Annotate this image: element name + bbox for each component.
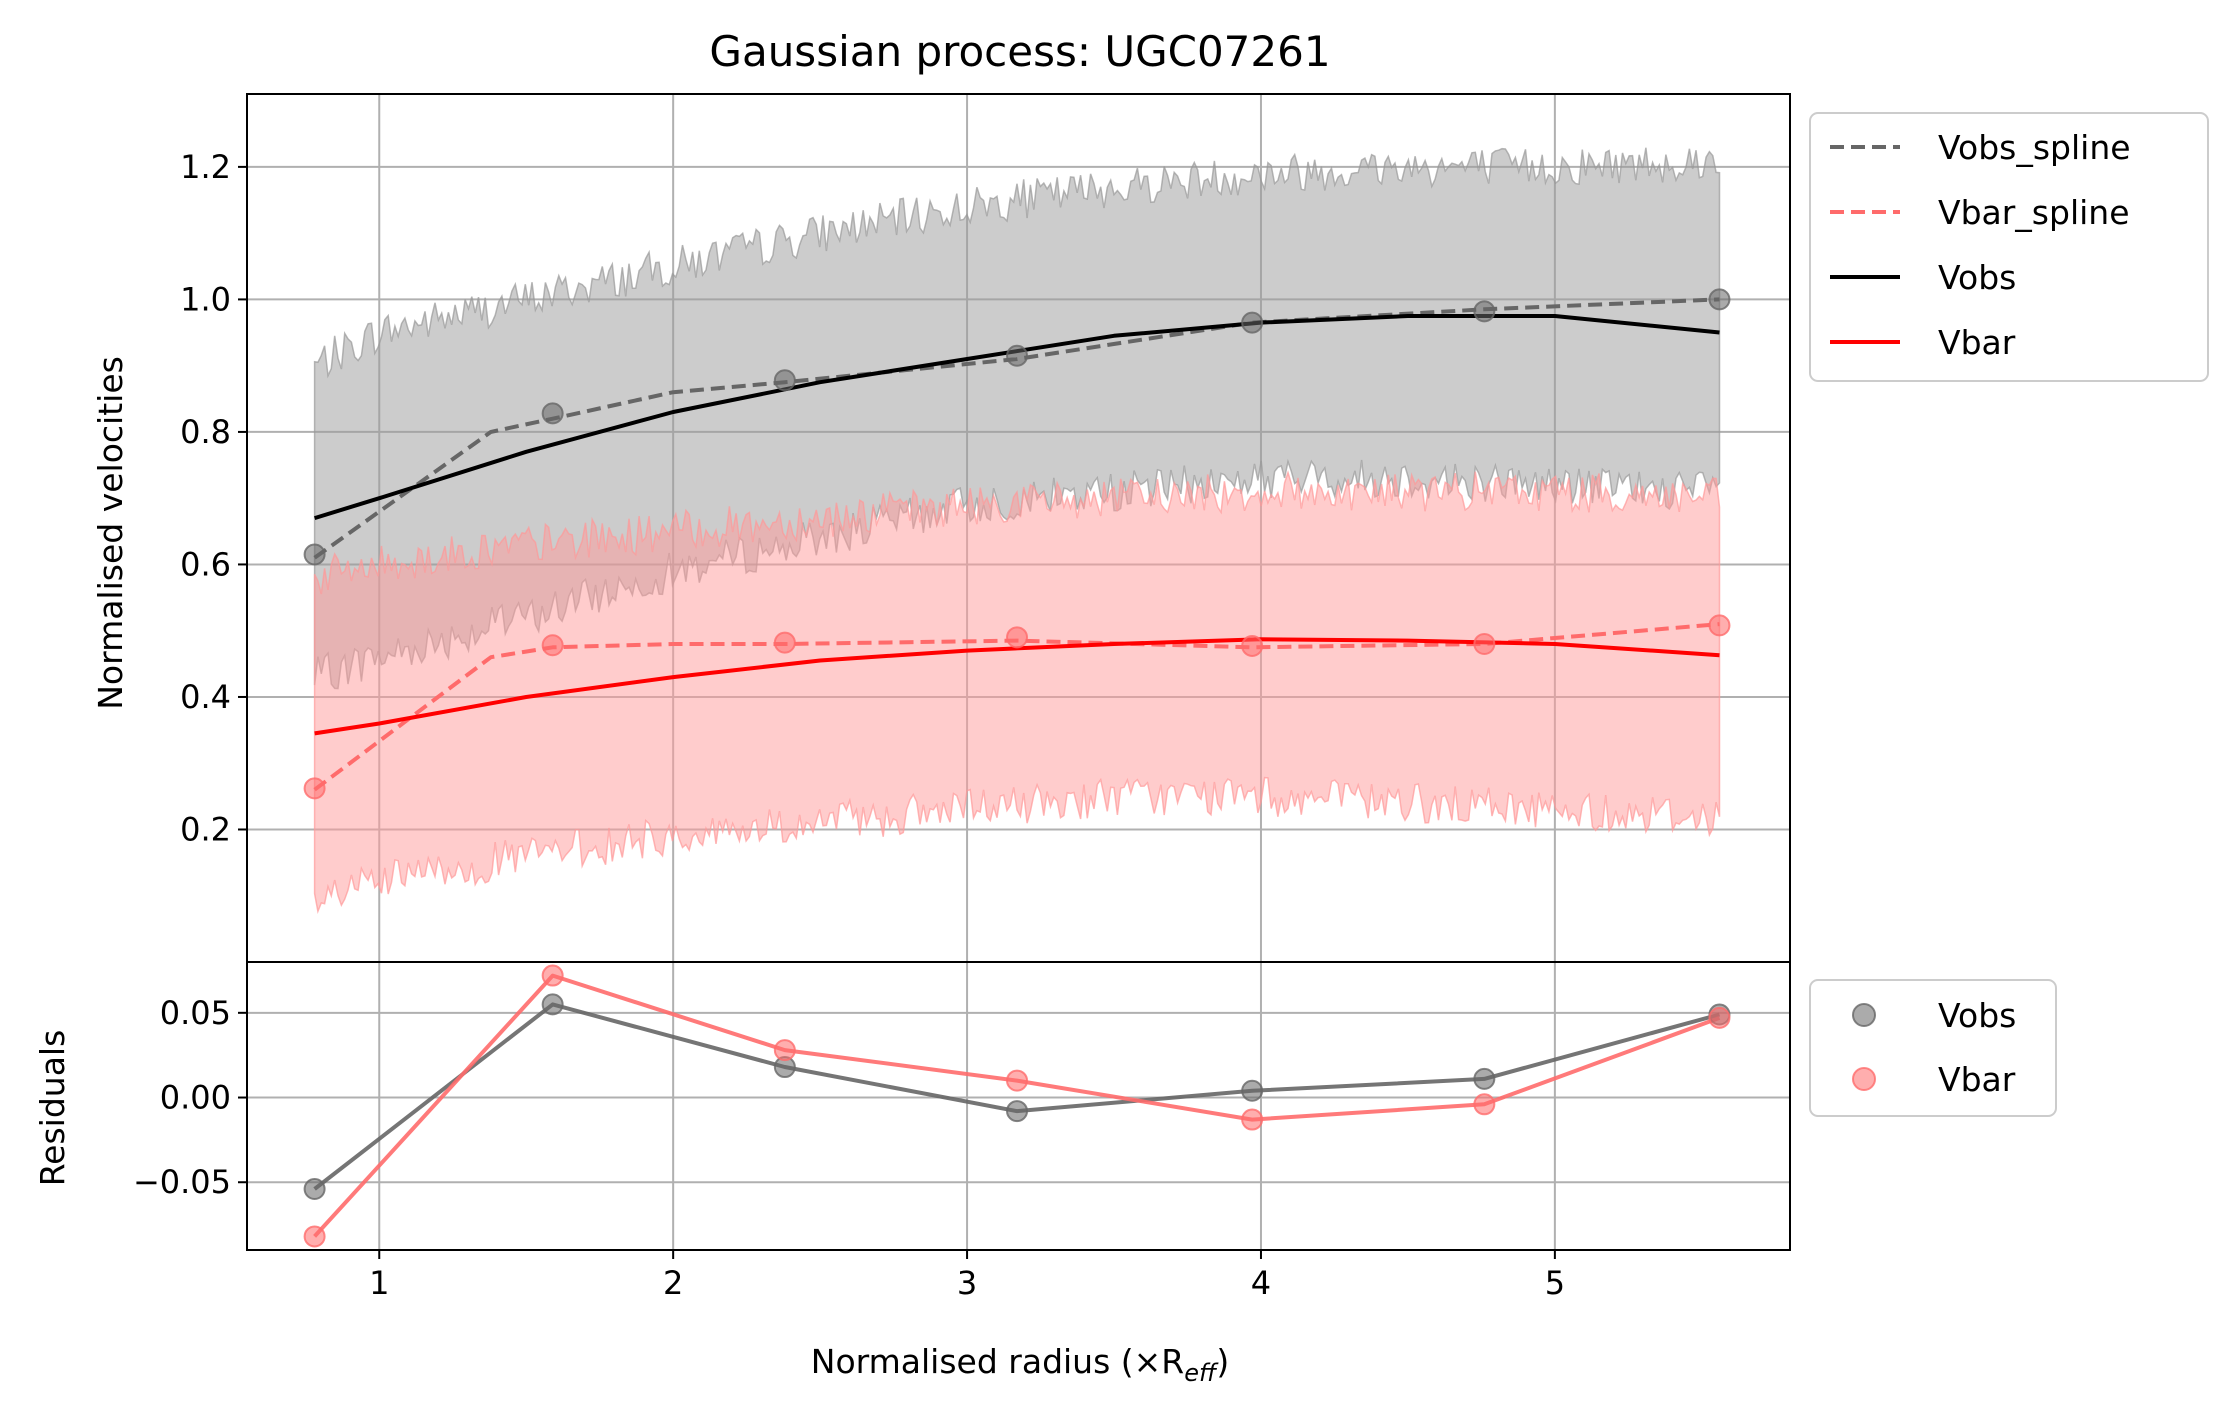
main-legend: Vobs_spline Vbar_spline Vobs Vbar [1809, 112, 2209, 382]
residual-point-vbar [1006, 1069, 1029, 1092]
data-point-vbar [1241, 634, 1264, 657]
residual-points [303, 964, 1731, 1248]
x-tick-label: 3 [957, 1264, 977, 1302]
x-axis-label-end: ) [1216, 1342, 1229, 1381]
x-tick-label: 2 [663, 1264, 683, 1302]
residual-point-vbar [1241, 1108, 1264, 1131]
band-vbar [313, 469, 1721, 914]
series-line-vobs [314, 314, 1720, 521]
residual-point-vbar [1708, 1006, 1731, 1029]
legend-label-vbar: Vbar [1938, 323, 2016, 362]
residual-point-vbar [773, 1039, 796, 1062]
main-y-tick-label: 0.4 [180, 678, 231, 716]
confidence-bands [313, 147, 1721, 914]
x-axis-label-main: Normalised radius (×R [811, 1342, 1184, 1381]
residual-legend-swatch-vbar [1852, 1067, 1876, 1091]
main-data-points [303, 288, 1731, 800]
residuals-y-ticks: −0.05 0.00 0.05 [133, 994, 247, 1201]
data-point-vobs [1006, 344, 1029, 367]
residuals-axes-frame [246, 961, 1791, 1251]
main-y-tick-label: 1.0 [180, 280, 231, 318]
chart-title: Gaussian process: UGC07261 [709, 27, 1330, 76]
x-tick-label: 4 [1251, 1264, 1271, 1302]
x-axis-label: Normalised radius (×Reff) [811, 1342, 1229, 1387]
main-legend-box [1809, 112, 2209, 382]
main-y-tick-label: 0.8 [180, 413, 231, 451]
residuals-legend-box [1809, 979, 2057, 1117]
main-y-axis-label: Normalised velocities [91, 356, 130, 710]
residual-legend-label-vbar: Vbar [1938, 1060, 2016, 1099]
data-point-vbar [1473, 632, 1496, 655]
main-y-tick-label: 0.2 [180, 810, 231, 848]
residual-point-vobs [1241, 1079, 1264, 1102]
x-axis-label-sub: eff [1184, 1359, 1219, 1387]
residual-legend-swatch-vobs [1852, 1003, 1876, 1027]
data-point-vobs [1473, 300, 1496, 323]
data-point-vobs [1241, 311, 1264, 334]
residual-legend-label-vobs: Vobs [1938, 996, 2016, 1035]
main-panel: 0.2 0.4 0.6 0.8 1.0 1.2 Normalised velocities [91, 93, 1791, 963]
residuals-panel: −0.05 0.00 0.05 1 2 3 4 5 Residuals Normalised… [33, 961, 1791, 1387]
residual-point-vobs [303, 1178, 326, 1201]
data-point-vbar [1708, 614, 1731, 637]
residual-point-vbar [1473, 1093, 1496, 1116]
residuals-y-tick-label: 0.00 [160, 1079, 231, 1117]
residuals-y-axis-label: Residuals [33, 1030, 72, 1187]
series-line-vbar [314, 637, 1720, 736]
residuals-y-tick-label: −0.05 [133, 1163, 231, 1201]
data-point-vbar [303, 777, 326, 800]
main-y-tick-label: 0.6 [180, 545, 231, 583]
x-tick-label: 5 [1545, 1264, 1565, 1302]
residual-point-vobs [541, 993, 564, 1016]
data-point-vobs [1708, 288, 1731, 311]
residual-point-vbar [541, 964, 564, 987]
residuals-legend: Vobs Vbar [1809, 979, 2057, 1117]
data-point-vbar [773, 631, 796, 654]
legend-label-vobs: Vobs [1938, 258, 2016, 297]
residuals-gridlines [247, 962, 1790, 1250]
legend-label-vbar-spline: Vbar_spline [1938, 193, 2130, 232]
residual-point-vobs [1473, 1067, 1496, 1090]
residual-point-vbar [303, 1225, 326, 1248]
main-y-ticks: 0.2 0.4 0.6 0.8 1.0 1.2 [180, 148, 247, 848]
residuals-y-tick-label: 0.05 [160, 994, 231, 1032]
data-point-vobs [541, 402, 564, 425]
data-point-vobs [773, 369, 796, 392]
residual-point-vobs [1006, 1100, 1029, 1123]
data-point-vbar [1006, 626, 1029, 649]
data-point-vbar [541, 634, 564, 657]
data-point-vobs [303, 543, 326, 566]
legend-label-vobs-spline: Vobs_spline [1938, 128, 2131, 167]
x-ticks: 1 2 3 4 5 [369, 1250, 1565, 1302]
x-tick-label: 1 [369, 1264, 389, 1302]
main-y-tick-label: 1.2 [180, 148, 231, 186]
